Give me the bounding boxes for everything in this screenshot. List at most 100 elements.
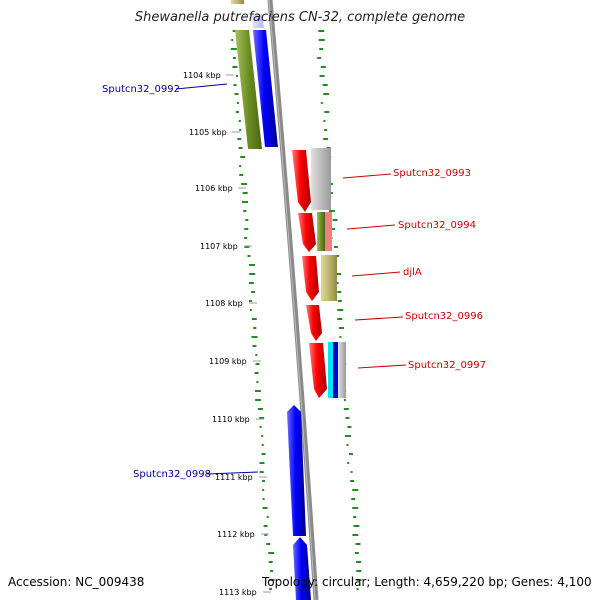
gc-skew-dot: [324, 129, 328, 131]
cds-olive-plus[interactable]: [235, 30, 262, 149]
gc-skew-dot: [238, 120, 241, 122]
gene-label-sputcn32-0993[interactable]: Sputcn32_0993: [342, 168, 471, 179]
gc-skew-dot: [318, 30, 325, 32]
tick-label-1112: 1112 kbp: [217, 530, 255, 539]
gc-skew-dot: [269, 579, 275, 581]
accession-text: Accession: NC_009438: [8, 575, 145, 589]
gc-skew-dot: [251, 291, 256, 293]
gene-label-text[interactable]: djlA: [403, 267, 422, 278]
gc-skew-dot: [259, 471, 264, 473]
gc-skew-dot: [261, 453, 266, 455]
gc-skew-dot: [352, 489, 359, 491]
gene-label-sputcn32-0992[interactable]: Sputcn32_0992: [102, 83, 228, 95]
gc-skew-dot: [353, 525, 360, 527]
tick-label-1113: 1113 kbp: [219, 588, 257, 597]
tick-label-1104: 1104 kbp: [183, 71, 221, 80]
gc-skew-dot: [347, 426, 352, 428]
gc-skew-dot: [356, 579, 362, 581]
gc-skew-dot: [337, 318, 343, 320]
cds-sputcn32-0992[interactable]: [253, 30, 278, 147]
backbone-track: [267, 0, 319, 600]
cds-sputcn32-0993[interactable]: [292, 150, 311, 212]
gc-skew-dot: [335, 282, 339, 284]
gene-label-sputcn32-0996[interactable]: Sputcn32_0996: [354, 311, 483, 322]
tick-label-1108: 1108 kbp: [205, 299, 243, 308]
gc-skew-dot: [322, 84, 328, 86]
gc-skew-dot: [266, 543, 271, 545]
gc-skew-dot: [332, 219, 338, 221]
gc-skew-dot: [236, 102, 239, 104]
gc-skew-dot: [339, 336, 342, 338]
gene-label-text[interactable]: Sputcn32_0996: [405, 311, 483, 322]
tick-label-1111: 1111 kbp: [215, 473, 253, 482]
gc-skew-dot: [347, 462, 350, 464]
gene-label-sputcn32-0997[interactable]: Sputcn32_0997: [357, 360, 486, 371]
gc-skew-dot: [232, 66, 238, 68]
gene-label-djla[interactable]: djlA: [351, 267, 422, 278]
tick-label-1109: 1109 kbp: [209, 357, 247, 366]
cds-sputcn32-0997[interactable]: [309, 343, 327, 398]
gc-skew-dot: [344, 435, 351, 437]
gc-skew-dot: [253, 327, 257, 329]
gc-skew-dot: [319, 75, 325, 77]
cds-sputcn32-0994[interactable]: [298, 213, 316, 252]
cds-khaki-djla: [321, 255, 337, 301]
cds-olive-0994: [317, 212, 325, 251]
gc-skew-dot: [352, 534, 359, 536]
gc-skew-dot: [320, 102, 323, 104]
gc-skew-dot: [337, 309, 344, 311]
gc-skew-dot: [270, 570, 274, 572]
gc-skew-dot: [323, 93, 330, 95]
gc-skew-dot: [249, 300, 252, 302]
gc-skew-dot: [343, 399, 346, 401]
cds-djla[interactable]: [302, 256, 319, 301]
gc-skew-dot: [263, 525, 268, 527]
gc-skew-dot: [232, 57, 236, 59]
gc-skew-dot: [255, 399, 262, 401]
gc-skew-dot: [356, 588, 359, 590]
gc-skew-dot: [237, 138, 242, 140]
gc-skew-dot: [323, 120, 326, 122]
gc-skew-dot: [355, 543, 361, 545]
gc-skew-dot: [345, 417, 350, 419]
gene-label-text[interactable]: Sputcn32_0993: [393, 168, 471, 179]
gc-skew-dot: [354, 552, 359, 554]
gc-skew-dot: [356, 570, 362, 572]
gc-skew-dot: [251, 318, 257, 320]
gc-skew-dot: [254, 390, 261, 392]
gc-skew-dot: [252, 345, 257, 347]
gc-skew-left-track: [230, 30, 275, 590]
gene-label-text[interactable]: Sputcn32_0994: [398, 220, 476, 231]
gc-skew-dot: [235, 75, 238, 77]
gc-skew-dot: [244, 237, 248, 239]
gc-skew-dot: [244, 228, 249, 230]
gc-skew-dot: [268, 561, 273, 563]
gc-skew-dot: [249, 309, 252, 311]
cds-plus-lower[interactable]: [293, 537, 311, 600]
gene-label-text[interactable]: Sputcn32_0992: [102, 84, 180, 95]
gc-skew-dot: [234, 93, 239, 95]
cds-sputcn32-0996[interactable]: [306, 305, 322, 341]
gene-label-text[interactable]: Sputcn32_0997: [408, 360, 486, 371]
gc-skew-dot: [257, 408, 263, 410]
gc-skew-dot: [328, 210, 335, 212]
gc-skew-dot: [259, 462, 265, 464]
gc-skew-dot: [255, 354, 258, 356]
gene-label-text[interactable]: Sputcn32_0998: [133, 469, 211, 480]
map-title: Shewanella putrefaciens CN-32, complete …: [134, 10, 466, 25]
gene-label-sputcn32-0994[interactable]: Sputcn32_0994: [346, 220, 476, 231]
gc-skew-dot: [319, 48, 324, 50]
gene-label-sputcn32-0998[interactable]: Sputcn32_0998: [133, 469, 259, 480]
gc-skew-dot: [356, 561, 362, 563]
cds-top-partial: [231, 0, 264, 28]
gc-skew-dot: [241, 183, 248, 185]
gc-skew-dot: [245, 219, 249, 221]
gc-skew-dot: [262, 489, 265, 491]
gc-skew-dot: [320, 66, 326, 68]
genome-summary-text: Topology: circular; Length: 4,659,220 bp…: [262, 575, 592, 589]
cds-sputcn32-0998[interactable]: [287, 405, 306, 536]
gc-skew-dot: [324, 111, 330, 113]
gc-skew-dot: [240, 156, 246, 158]
